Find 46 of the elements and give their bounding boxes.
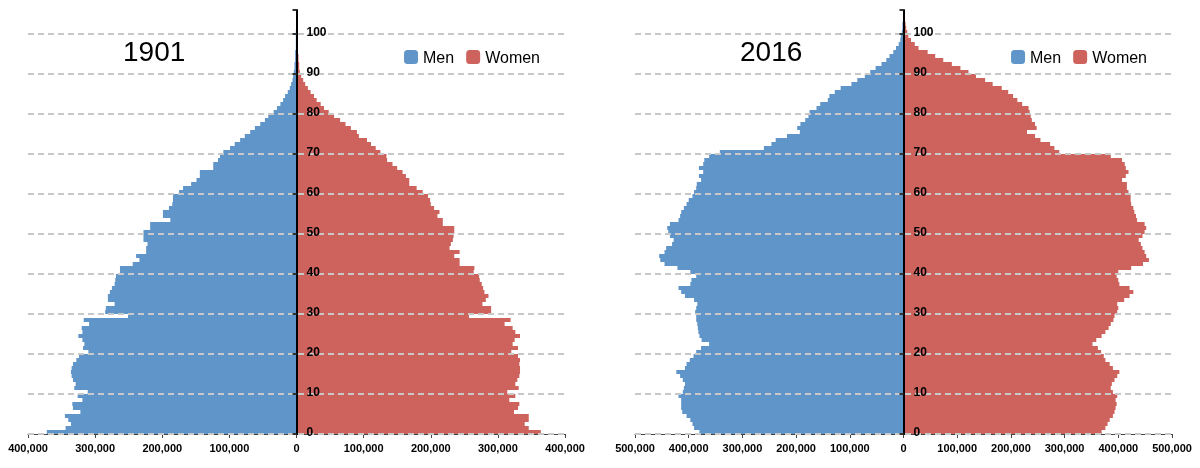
legend-label: Women [485, 48, 541, 66]
x-tick-label: 500,000 [1152, 441, 1192, 454]
x-tick-label: 400,000 [1098, 441, 1139, 454]
x-tick-label: 100,000 [343, 441, 384, 454]
x-tick-label: 200,000 [410, 441, 451, 454]
legend-label: Women [1092, 48, 1148, 66]
y-tick-label: 50 [306, 225, 321, 239]
y-tick-label: 100 [913, 25, 934, 39]
x-tick-label: 300,000 [722, 441, 763, 454]
x-tick-label: 100,000 [937, 441, 978, 454]
y-tick-label: 70 [913, 145, 928, 159]
y-tick-label: 40 [306, 265, 321, 279]
y-tick-label: 30 [306, 305, 321, 319]
x-tick-label: 500,000 [615, 441, 655, 454]
y-tick-label: 90 [913, 65, 928, 79]
y-tick-label: 40 [913, 265, 928, 279]
x-tick-label: 0 [293, 441, 300, 454]
legend-label: Men [1030, 48, 1062, 66]
y-tick-label: 50 [913, 225, 928, 239]
x-tick-label: 200,000 [776, 441, 816, 454]
x-tick-label: 300,000 [75, 441, 116, 454]
y-tick-label: 70 [306, 145, 321, 159]
x-tick-label: 400,000 [8, 441, 48, 454]
x-tick-label: 0 [900, 441, 907, 454]
text: 2016 [740, 35, 803, 67]
y-tick-label: 60 [913, 185, 928, 199]
y-tick-label: 20 [306, 345, 321, 359]
x-tick-label: 400,000 [668, 441, 709, 454]
x-tick-label: 200,000 [991, 441, 1031, 454]
x-tick-label: 200,000 [142, 441, 183, 454]
x-tick-label: 300,000 [1044, 441, 1085, 454]
text: 1901 [123, 35, 186, 67]
y-tick-label: 10 [306, 385, 321, 399]
y-tick-label: 20 [913, 345, 928, 359]
y-tick-label: 30 [913, 305, 928, 319]
y-tick-label: 80 [913, 105, 928, 119]
y-tick-label: 90 [306, 65, 321, 79]
legend-label: Men [423, 48, 455, 66]
x-tick-label: 400,000 [545, 441, 585, 454]
x-tick-label: 100,000 [209, 441, 250, 454]
y-tick-label: 80 [306, 105, 321, 119]
y-tick-label: 100 [306, 25, 327, 39]
y-tick-label: 60 [306, 185, 321, 199]
x-tick-label: 100,000 [829, 441, 870, 454]
y-tick-label: 10 [913, 385, 928, 399]
x-tick-label: 300,000 [477, 441, 518, 454]
